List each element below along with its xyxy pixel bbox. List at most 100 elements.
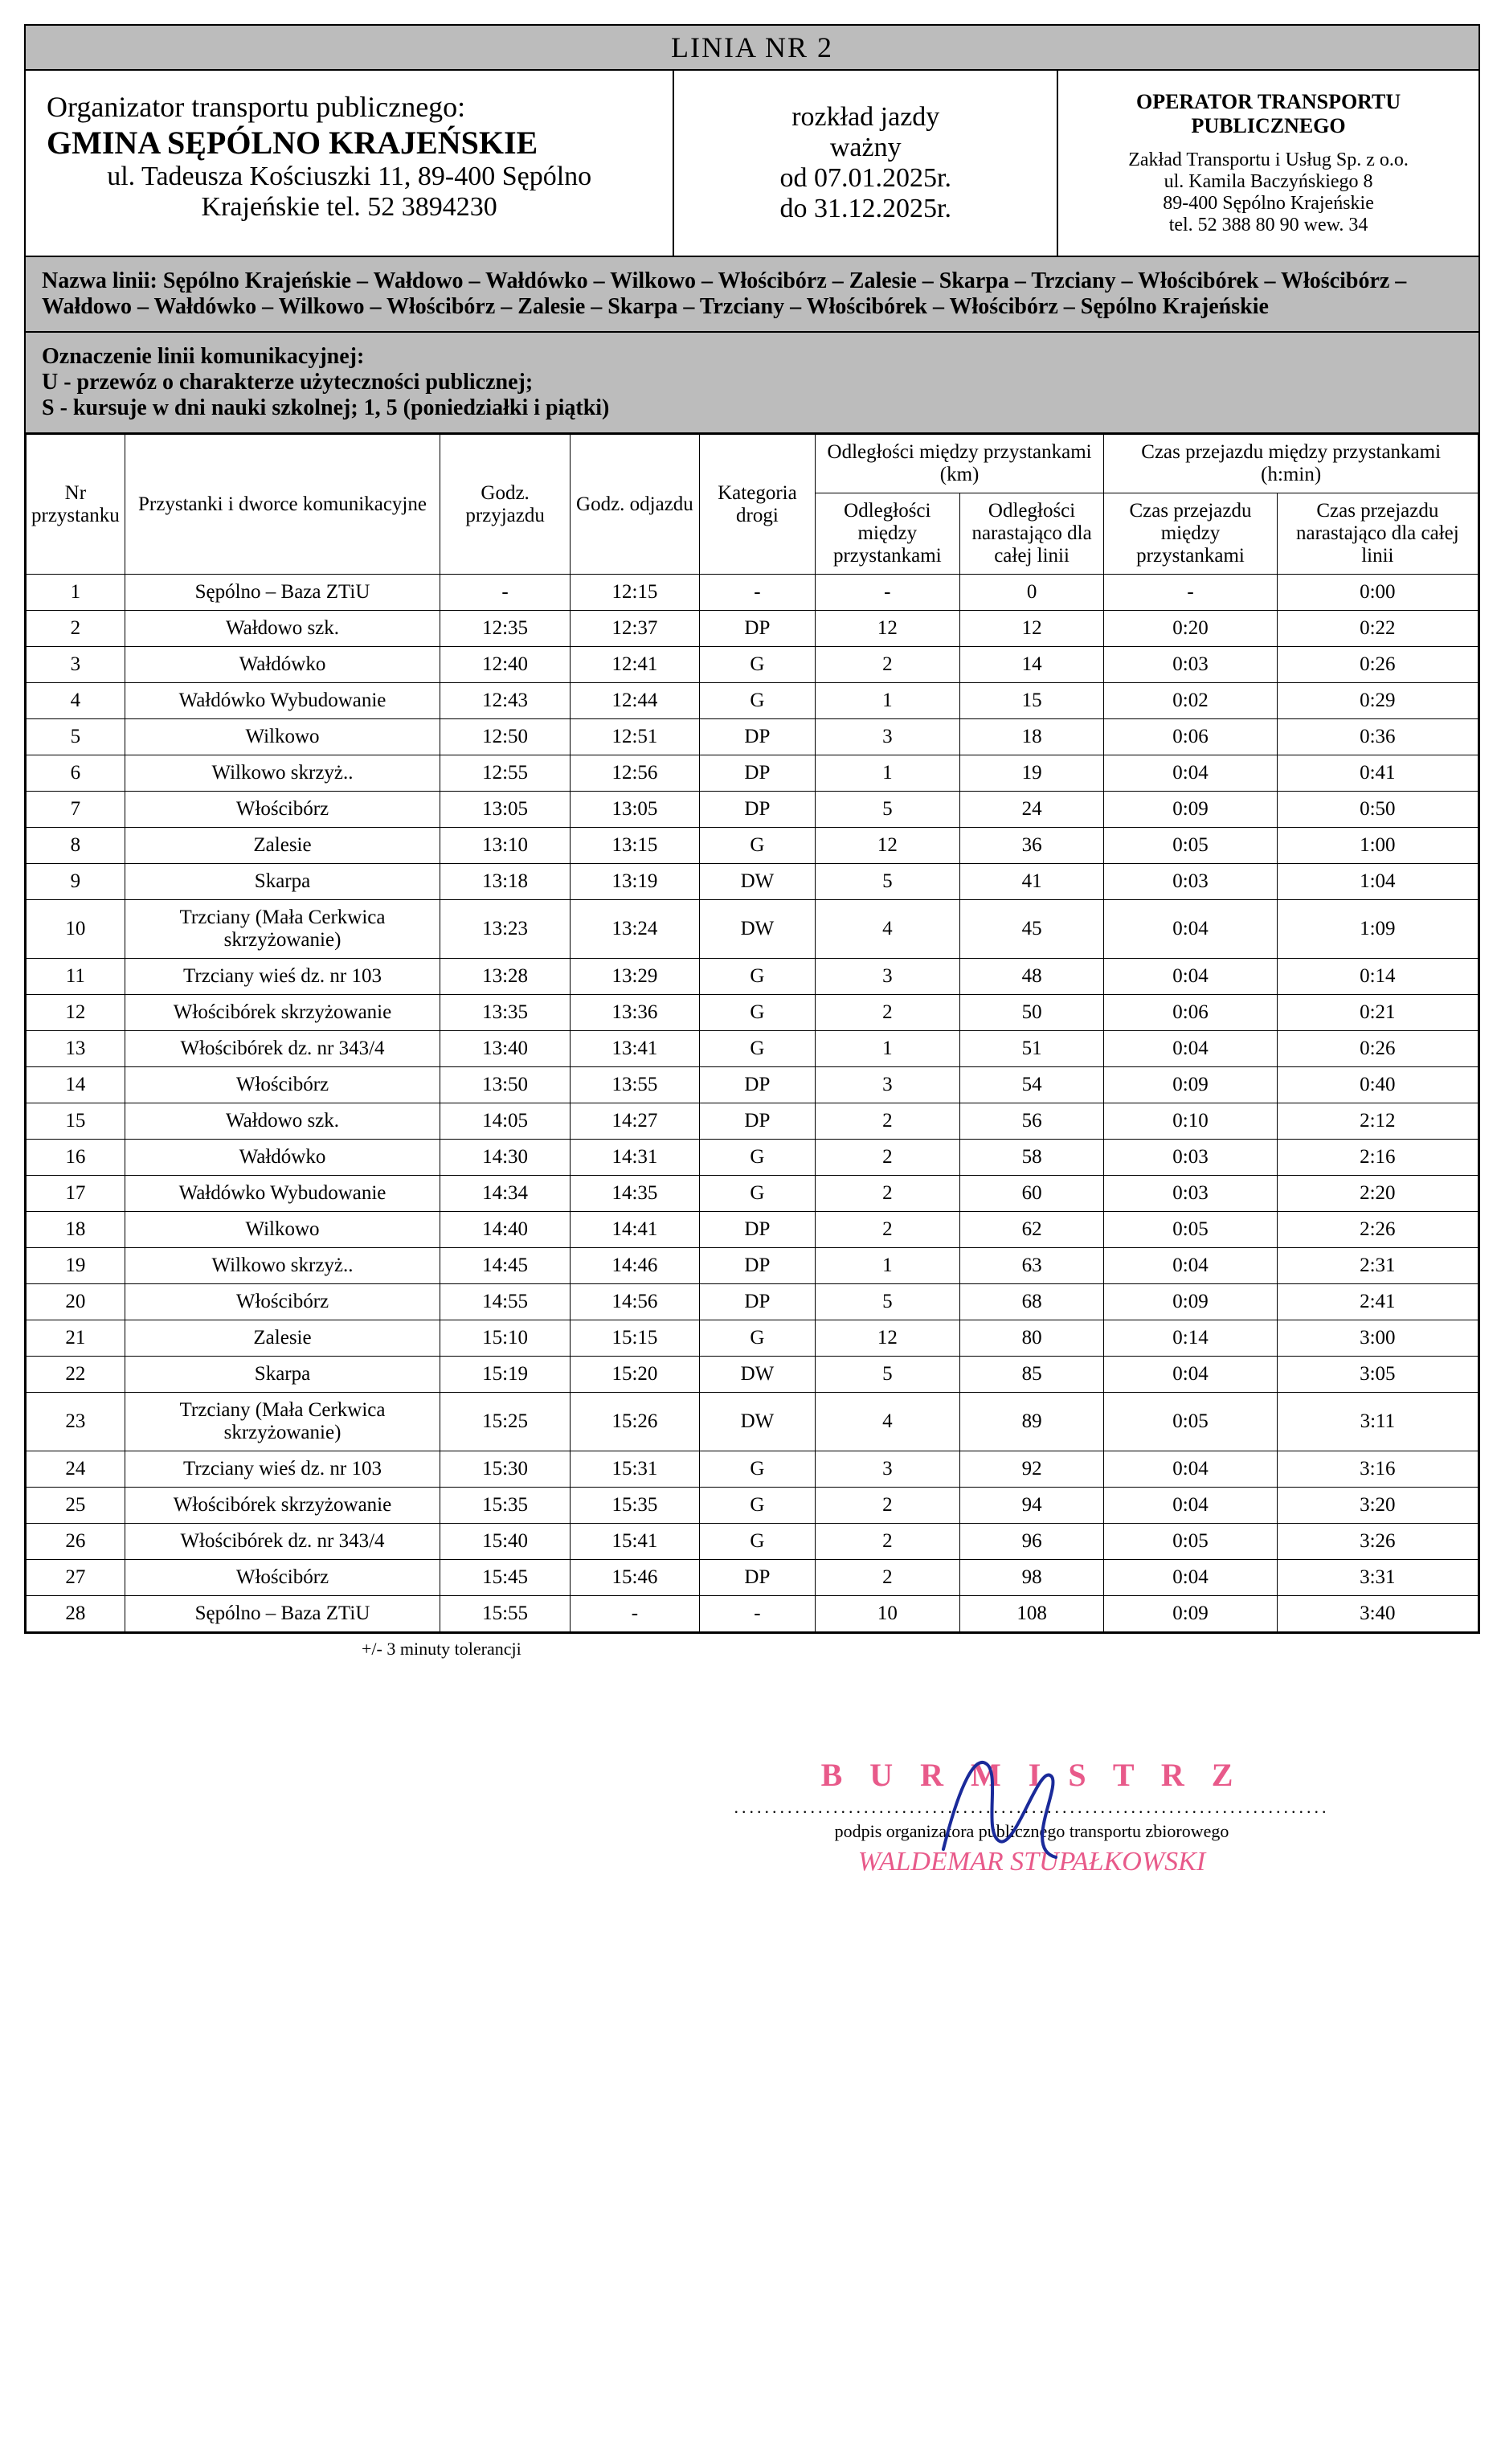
cell-db: 3 [815,1067,959,1103]
cell-dep: 14:27 [570,1103,699,1140]
cell-dc: 68 [959,1284,1104,1320]
cell-dc: 50 [959,995,1104,1031]
cell-tc: 1:04 [1277,864,1478,900]
cell-db: 2 [815,1212,959,1248]
cell-cat: DW [699,1393,815,1451]
cell-stop: Wilkowo skrzyż.. [125,1248,440,1284]
table-row: 12Włościbórek skrzyżowanie13:3513:36G250… [27,995,1479,1031]
cell-nr: 19 [27,1248,125,1284]
validity-l3: od 07.01.2025r. [695,163,1036,194]
table-row: 25Włościbórek skrzyżowanie15:3515:35G294… [27,1488,1479,1524]
cell-tb: 0:04 [1104,900,1277,959]
cell-cat: G [699,828,815,864]
cell-tc: 1:09 [1277,900,1478,959]
cell-db: 5 [815,1357,959,1393]
cell-cat: G [699,1451,815,1488]
cell-db: 1 [815,1248,959,1284]
cell-cat: DP [699,719,815,755]
cell-dc: 80 [959,1320,1104,1357]
th-stop: Przystanki i dworce komunikacyjne [125,435,440,575]
cell-cat: - [699,1596,815,1632]
cell-tc: 1:00 [1277,828,1478,864]
table-row: 10Trzciany (Mała Cerkwica skrzyżowanie)1… [27,900,1479,959]
cell-stop: Zalesie [125,1320,440,1357]
validity-l1: rozkład jazdy [695,102,1036,133]
cell-tb: - [1104,575,1277,611]
cell-arr: 12:43 [440,683,571,719]
cell-cat: DP [699,1248,815,1284]
th-dist-group: Odległości między przystankami (km) [815,435,1104,493]
cell-dep: 15:46 [570,1560,699,1596]
cell-dep: 12:15 [570,575,699,611]
cell-db: 2 [815,1560,959,1596]
cell-db: 2 [815,1140,959,1176]
cell-tb: 0:09 [1104,1284,1277,1320]
validity-l4: do 31.12.2025r. [695,194,1036,224]
cell-tc: 0:22 [1277,611,1478,647]
signature-block: B U R M I S T R Z ......................… [24,1756,1477,1877]
cell-db: 12 [815,1320,959,1357]
cell-cat: G [699,1031,815,1067]
cell-db: 1 [815,1031,959,1067]
cell-stop: Wałdówko [125,1140,440,1176]
cell-tc: 0:21 [1277,995,1478,1031]
cell-tb: 0:06 [1104,995,1277,1031]
cell-dep: 13:24 [570,900,699,959]
cell-cat: DP [699,611,815,647]
cell-tc: 2:41 [1277,1284,1478,1320]
cell-tb: 0:04 [1104,1031,1277,1067]
designation-l2: U - przewóz o charakterze użyteczności p… [42,370,1462,395]
cell-db: 2 [815,1103,959,1140]
cell-nr: 1 [27,575,125,611]
cell-db: 3 [815,959,959,995]
cell-nr: 4 [27,683,125,719]
cell-arr: 14:45 [440,1248,571,1284]
table-row: 23Trzciany (Mała Cerkwica skrzyżowanie)1… [27,1393,1479,1451]
cell-dep: 15:35 [570,1488,699,1524]
cell-dc: 15 [959,683,1104,719]
cell-tc: 0:41 [1277,755,1478,792]
cell-arr: 13:23 [440,900,571,959]
cell-tb: 0:09 [1104,792,1277,828]
cell-tb: 0:03 [1104,1176,1277,1212]
table-row: 1Sępólno – Baza ZTiU-12:15--0-0:00 [27,575,1479,611]
cell-cat: G [699,1524,815,1560]
cell-dep: 14:46 [570,1248,699,1284]
cell-dep: 15:41 [570,1524,699,1560]
validity-l2: ważny [695,133,1036,163]
cell-tc: 0:50 [1277,792,1478,828]
table-row: 16Wałdówko14:3014:31G2580:032:16 [27,1140,1479,1176]
table-row: 24Trzciany wieś dz. nr 10315:3015:31G392… [27,1451,1479,1488]
cell-stop: Skarpa [125,1357,440,1393]
cell-dep: 12:44 [570,683,699,719]
cell-stop: Wilkowo skrzyż.. [125,755,440,792]
cell-dc: 24 [959,792,1104,828]
cell-dep: 14:41 [570,1212,699,1248]
cell-nr: 24 [27,1451,125,1488]
signature-caption: podpis organizatora publicznego transpor… [734,1821,1330,1842]
cell-cat: G [699,1320,815,1357]
cell-arr: 15:25 [440,1393,571,1451]
cell-dc: 60 [959,1176,1104,1212]
cell-dc: 51 [959,1031,1104,1067]
cell-dc: 62 [959,1212,1104,1248]
cell-dep: 12:41 [570,647,699,683]
cell-tc: 3:31 [1277,1560,1478,1596]
cell-tc: 0:36 [1277,719,1478,755]
th-time-between: Czas przejazdu między przystankami [1104,493,1277,575]
cell-arr: 15:35 [440,1488,571,1524]
cell-stop: Włościbórz [125,1560,440,1596]
table-row: 7Włościbórz13:0513:05DP5240:090:50 [27,792,1479,828]
table-row: 5Wilkowo12:5012:51DP3180:060:36 [27,719,1479,755]
cell-tb: 0:05 [1104,1393,1277,1451]
cell-arr: - [440,575,571,611]
cell-dc: 41 [959,864,1104,900]
cell-nr: 25 [27,1488,125,1524]
cell-tc: 2:16 [1277,1140,1478,1176]
cell-stop: Włościbórz [125,1284,440,1320]
validity-block: rozkład jazdy ważny od 07.01.2025r. do 3… [674,71,1058,256]
cell-arr: 14:34 [440,1176,571,1212]
cell-dep: 13:29 [570,959,699,995]
organizer-name: GMINA SĘPÓLNO KRAJEŃSKIE [47,124,652,162]
cell-dc: 56 [959,1103,1104,1140]
